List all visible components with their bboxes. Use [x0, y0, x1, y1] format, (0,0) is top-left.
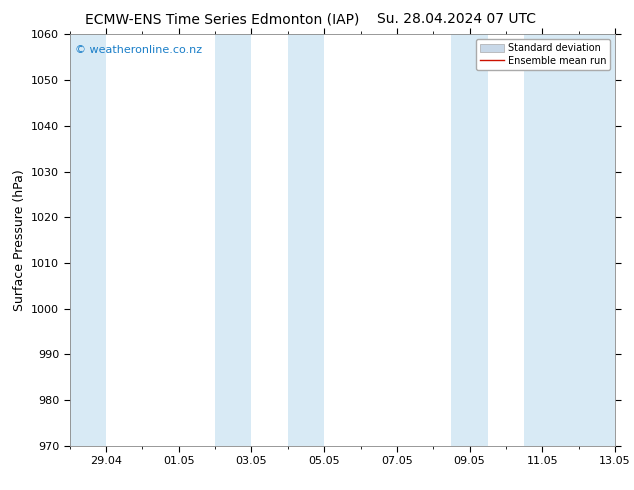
Y-axis label: Surface Pressure (hPa): Surface Pressure (hPa)	[13, 169, 25, 311]
Bar	[524, 34, 615, 446]
Bar	[215, 34, 252, 446]
Text: Su. 28.04.2024 07 UTC: Su. 28.04.2024 07 UTC	[377, 12, 536, 26]
Bar	[451, 34, 488, 446]
Legend: Standard deviation, Ensemble mean run: Standard deviation, Ensemble mean run	[476, 39, 610, 70]
Text: © weatheronline.co.nz: © weatheronline.co.nz	[75, 45, 202, 54]
Bar	[288, 34, 324, 446]
Text: ECMW-ENS Time Series Edmonton (IAP): ECMW-ENS Time Series Edmonton (IAP)	[85, 12, 359, 26]
Bar	[70, 34, 106, 446]
